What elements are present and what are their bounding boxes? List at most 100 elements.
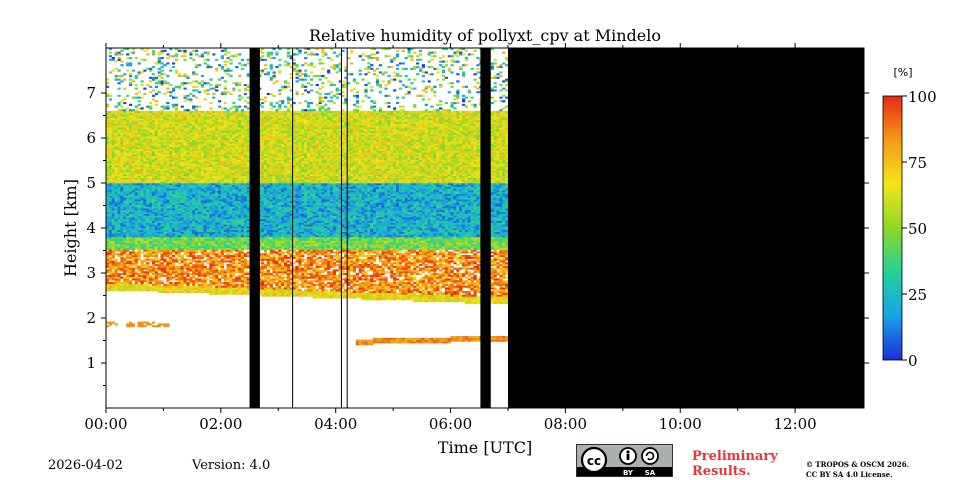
heatmap-cell [111, 127, 115, 130]
heatmap-cell [129, 323, 133, 326]
heatmap-cell [183, 73, 187, 76]
heatmap-cell [197, 246, 202, 249]
heatmap-cell [226, 246, 230, 249]
heatmap-cell [129, 166, 133, 169]
heatmap-cell [206, 267, 210, 270]
heatmap-cell [172, 150, 176, 153]
heatmap-cell [117, 278, 121, 281]
heatmap-cell [134, 181, 138, 184]
heatmap-cell [218, 238, 222, 241]
heatmap-cell [174, 168, 179, 171]
heatmap-cell [154, 123, 158, 126]
heatmap-cell [114, 150, 118, 153]
heatmap-cell [203, 123, 207, 126]
heatmap-cell [238, 193, 242, 196]
heatmap-cell [223, 93, 227, 96]
heatmap-cell [197, 283, 202, 286]
heatmap-cell [180, 75, 184, 78]
heatmap-cell [137, 145, 141, 148]
heatmap-cell [209, 107, 213, 110]
heatmap-cell [172, 217, 176, 220]
heatmap-cell [195, 229, 199, 232]
heatmap-cell [183, 278, 187, 281]
heatmap-cell [172, 136, 176, 139]
heatmap-cell [238, 278, 242, 281]
heatmap-cell [209, 235, 213, 238]
heatmap-cell [140, 145, 144, 148]
heatmap-cell [180, 282, 184, 285]
heatmap-cell [163, 325, 167, 328]
heatmap-cell [146, 121, 150, 124]
heatmap-cell [197, 211, 202, 214]
heatmap-cell [218, 291, 222, 294]
heatmap-cell [137, 278, 141, 281]
heatmap-cell [140, 71, 144, 74]
heatmap-cell [126, 138, 130, 141]
heatmap-cell [143, 273, 147, 276]
heatmap-cell [163, 269, 167, 272]
heatmap-cell [180, 235, 184, 238]
heatmap-cell [206, 219, 210, 222]
heatmap-cell [108, 226, 113, 229]
heatmap-cell [174, 242, 179, 245]
heatmap-cell [229, 121, 233, 124]
heatmap-cell [146, 148, 150, 151]
heatmap-cell [163, 267, 167, 270]
heatmap-cell [108, 199, 113, 202]
heatmap-cell [157, 251, 161, 254]
heatmap-cell [223, 242, 227, 245]
heatmap-cell [186, 159, 190, 162]
heatmap-cell [209, 157, 213, 160]
heatmap-cell [203, 206, 207, 209]
heatmap-cell [160, 247, 164, 250]
heatmap-cell [143, 204, 147, 207]
heatmap-cell [172, 206, 176, 209]
heatmap-cell [163, 175, 167, 178]
heatmap-cell [186, 120, 190, 123]
heatmap-cell [149, 278, 153, 281]
heatmap-cell [126, 255, 130, 258]
heatmap-cell [126, 116, 130, 119]
heatmap-cell [114, 280, 118, 283]
heatmap-cell [172, 143, 176, 146]
heatmap-cell [218, 121, 222, 124]
heatmap-cell [195, 192, 199, 195]
heatmap-cell [126, 157, 130, 160]
heatmap-cell [180, 55, 184, 58]
heatmap-cell [111, 228, 115, 231]
heatmap-cell [106, 125, 110, 128]
heatmap-cell [212, 215, 216, 218]
heatmap-cell [203, 215, 207, 218]
heatmap-cell [212, 242, 216, 245]
heatmap-cell [117, 208, 121, 211]
heatmap-cell [197, 262, 202, 265]
heatmap-cell [151, 190, 156, 193]
heatmap-cell [108, 166, 113, 169]
heatmap-cell [186, 111, 190, 114]
heatmap-cell [117, 181, 121, 184]
heatmap-cell [134, 161, 138, 164]
heatmap-cell [163, 152, 167, 155]
heatmap-cell [149, 199, 153, 202]
heatmap-cell [215, 134, 219, 137]
heatmap-cell [197, 193, 202, 196]
heatmap-cell [215, 217, 219, 220]
heatmap-cell [160, 145, 164, 148]
heatmap-cell [186, 228, 190, 231]
heatmap-cell [180, 84, 184, 87]
heatmap-cell [154, 112, 158, 115]
heatmap-cell [166, 143, 170, 146]
heatmap-cell [120, 251, 124, 254]
heatmap-cell [111, 125, 115, 128]
heatmap-cell [157, 166, 161, 169]
heatmap-cell [106, 271, 110, 274]
heatmap-cell [146, 237, 150, 240]
heatmap-cell [218, 271, 222, 274]
heatmap-cell [108, 228, 113, 231]
heatmap-cell [226, 150, 230, 153]
heatmap-cell [223, 222, 227, 225]
heatmap-cell [163, 116, 167, 119]
heatmap-cell [106, 260, 110, 263]
heatmap-cell [114, 258, 118, 261]
heatmap-cell [206, 111, 210, 114]
